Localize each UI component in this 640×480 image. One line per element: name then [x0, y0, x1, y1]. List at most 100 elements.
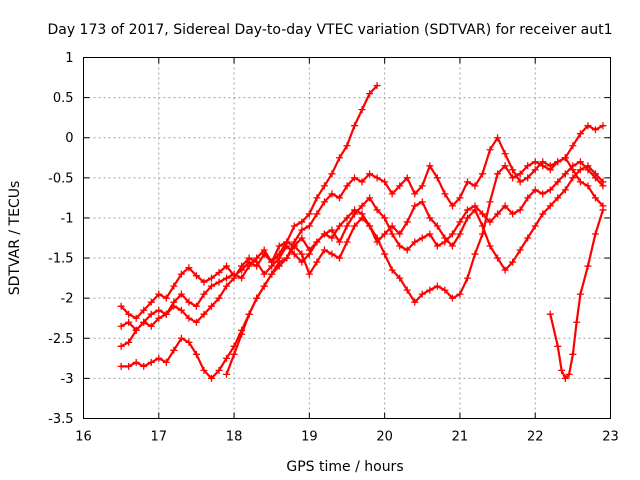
data-point	[320, 230, 328, 238]
data-point	[260, 282, 268, 290]
data-point	[591, 126, 599, 134]
data-point	[486, 198, 494, 206]
data-point	[215, 268, 223, 276]
data-point	[418, 198, 426, 206]
data-point	[125, 338, 133, 346]
data-point	[448, 202, 456, 210]
data-point	[524, 234, 532, 242]
data-point	[253, 294, 261, 302]
data-point	[418, 290, 426, 298]
data-point	[132, 326, 140, 334]
data-point	[177, 334, 185, 342]
data-point	[576, 166, 584, 174]
data-point	[328, 234, 336, 242]
grid	[83, 57, 611, 419]
data-point	[117, 322, 125, 330]
data-point	[140, 318, 148, 326]
data-point	[576, 130, 584, 138]
data-point	[185, 314, 193, 322]
data-point	[260, 270, 268, 278]
data-point	[313, 194, 321, 202]
data-point	[268, 262, 276, 270]
data-point	[486, 146, 494, 154]
data-point	[366, 170, 374, 178]
data-point	[463, 206, 471, 214]
data-point	[433, 222, 441, 230]
data-point	[328, 170, 336, 178]
data-point	[561, 186, 569, 194]
data-point	[591, 230, 599, 238]
data-point	[305, 222, 313, 230]
data-point	[313, 238, 321, 246]
series-layer	[117, 82, 607, 382]
data-point	[539, 210, 547, 218]
data-point	[569, 142, 577, 150]
data-point	[584, 262, 592, 270]
data-point	[207, 374, 215, 382]
data-point	[320, 198, 328, 206]
data-point	[215, 278, 223, 286]
data-point	[494, 170, 502, 178]
data-point	[584, 182, 592, 190]
data-point	[320, 246, 328, 254]
data-point	[403, 246, 411, 254]
data-point	[561, 170, 569, 178]
data-point	[509, 166, 517, 174]
data-point	[125, 362, 133, 370]
data-point	[275, 242, 283, 250]
data-point	[388, 222, 396, 230]
data-point	[396, 242, 404, 250]
data-point	[501, 266, 509, 274]
data-point	[584, 122, 592, 130]
data-point	[238, 274, 246, 282]
data-point	[411, 298, 419, 306]
data-point	[162, 294, 170, 302]
y-tick-label: 1	[65, 51, 73, 66]
data-point	[245, 254, 253, 262]
data-point	[230, 350, 238, 358]
data-point	[147, 310, 155, 318]
data-point	[351, 222, 359, 230]
x-tick-label: 19	[301, 430, 318, 445]
data-point	[463, 214, 471, 222]
data-point	[366, 90, 374, 98]
data-point	[448, 242, 456, 250]
data-point	[290, 222, 298, 230]
data-point	[260, 246, 268, 254]
chart-title: Day 173 of 2017, Sidereal Day-to-day VTE…	[47, 22, 612, 38]
data-point	[283, 242, 291, 250]
data-point	[147, 322, 155, 330]
data-point	[531, 158, 539, 166]
data-point	[238, 330, 246, 338]
data-point	[456, 290, 464, 298]
data-point	[313, 258, 321, 266]
data-point	[358, 214, 366, 222]
data-point	[554, 342, 562, 350]
data-point	[335, 238, 343, 246]
data-point	[223, 262, 231, 270]
data-point	[524, 194, 532, 202]
data-point	[343, 238, 351, 246]
data-point	[320, 182, 328, 190]
data-point	[599, 122, 607, 130]
data-point	[411, 202, 419, 210]
data-point	[223, 274, 231, 282]
series-track-4	[117, 162, 607, 382]
data-point	[479, 170, 487, 178]
data-point	[223, 282, 231, 290]
data-point	[343, 222, 351, 230]
data-point	[554, 178, 562, 186]
data-point	[298, 234, 306, 242]
data-point	[132, 314, 140, 322]
data-point	[403, 174, 411, 182]
data-point	[539, 158, 547, 166]
data-point	[223, 370, 231, 378]
data-point	[396, 274, 404, 282]
data-point	[366, 222, 374, 230]
data-point	[245, 262, 253, 270]
data-point	[558, 366, 566, 374]
data-point	[569, 166, 577, 174]
series-line	[225, 136, 605, 376]
series-track-3	[117, 122, 607, 350]
data-point	[448, 294, 456, 302]
